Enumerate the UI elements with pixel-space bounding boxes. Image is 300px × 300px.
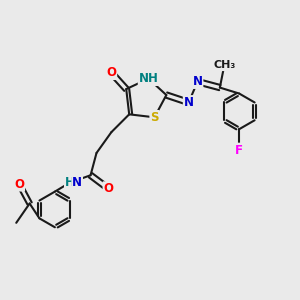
Text: O: O <box>14 178 24 191</box>
Text: N: N <box>193 75 202 88</box>
Text: CH₃: CH₃ <box>213 60 236 70</box>
Text: H: H <box>65 176 75 189</box>
Text: N: N <box>72 176 82 189</box>
Text: O: O <box>103 182 113 195</box>
Text: O: O <box>106 66 116 79</box>
Text: S: S <box>150 111 159 124</box>
Text: N: N <box>184 96 194 109</box>
Text: NH: NH <box>139 72 158 85</box>
Text: F: F <box>235 143 243 157</box>
